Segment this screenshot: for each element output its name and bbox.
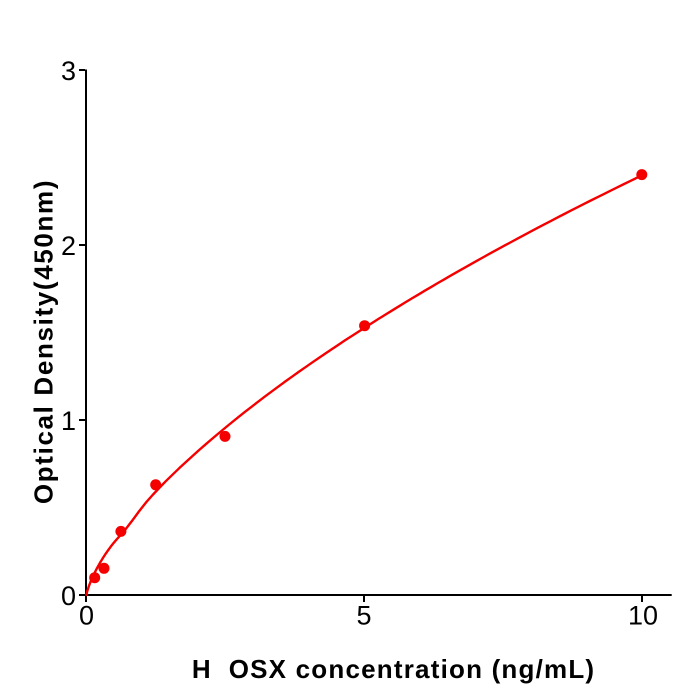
svg-text:1: 1 <box>61 406 76 436</box>
svg-text:10: 10 <box>628 600 658 630</box>
svg-text:5: 5 <box>356 600 371 630</box>
svg-text:2: 2 <box>61 231 76 261</box>
svg-text:0: 0 <box>79 600 94 630</box>
svg-text:Optical Density(450nm): Optical Density(450nm) <box>29 179 59 504</box>
svg-text:3: 3 <box>61 56 76 86</box>
svg-text:H OSX concentration (ng/mL): H OSX concentration (ng/mL) <box>192 654 595 684</box>
svg-text:0: 0 <box>61 581 76 611</box>
